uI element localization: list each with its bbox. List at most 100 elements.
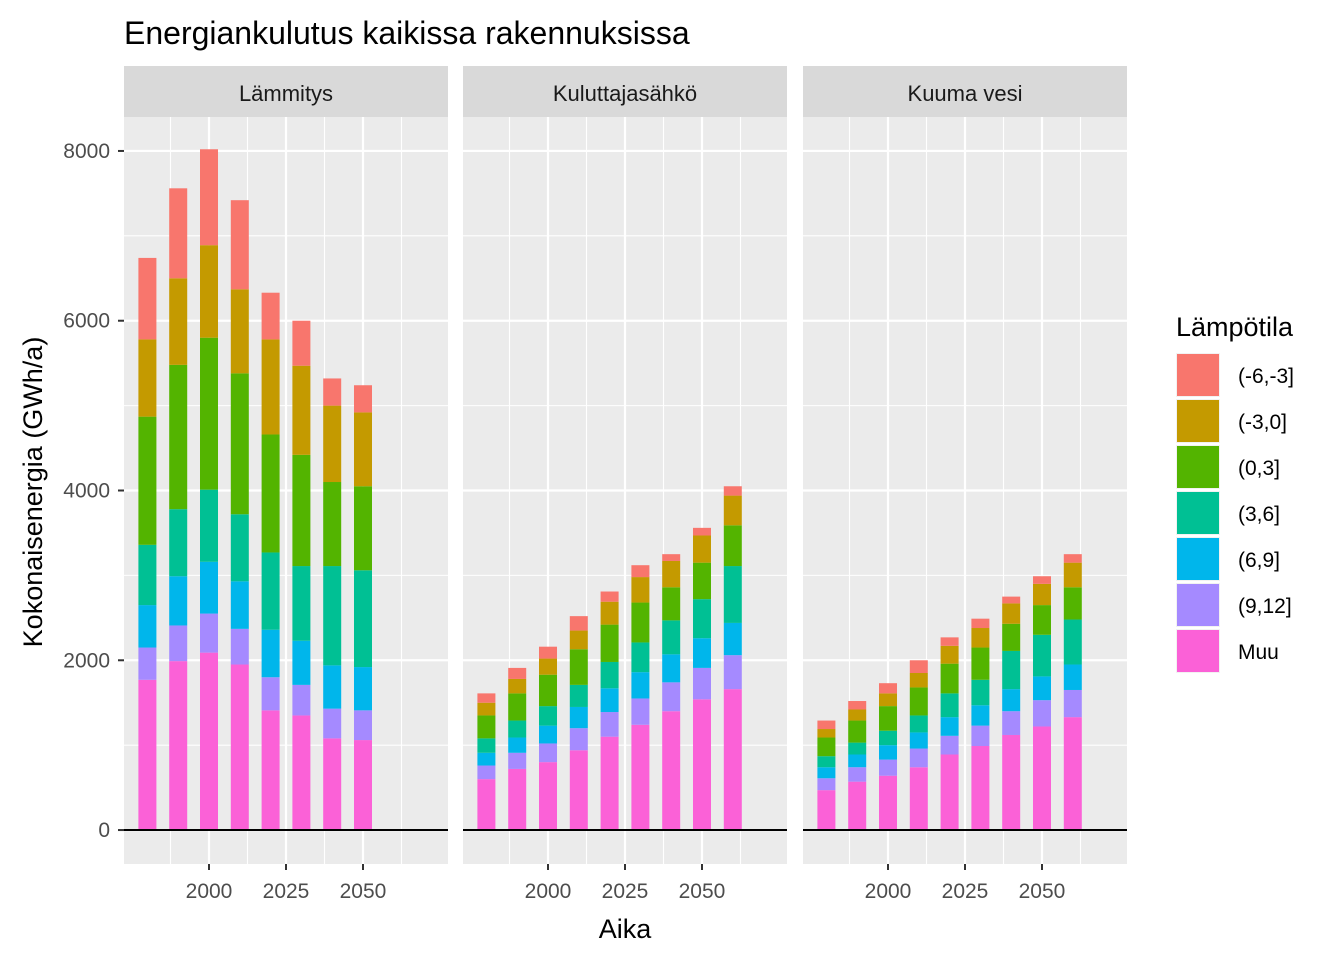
- x-tick-label: 2050: [340, 880, 387, 903]
- bar-segment-6-9-2050: [353, 667, 372, 711]
- bar-segment-6-9-1980: [477, 752, 496, 766]
- bar-segment-9-12-1980: [817, 778, 836, 791]
- legend-items: (-6,-3] (-3,0] (0,3] (3,6] (6,9] (9,12] Muu: [1176, 353, 1294, 673]
- bar-segment-muu-2030: [971, 746, 990, 831]
- chart-title: Energiankulutus kaikissa rakennuksissa: [124, 15, 690, 51]
- bar-segment-9-12-1980: [138, 647, 157, 680]
- bar-segment-3-0-2000: [539, 658, 558, 675]
- bar-stack-2030: [292, 320, 311, 831]
- facet-strip-label: Lämmitys: [239, 81, 333, 106]
- bar-stack-2040: [662, 554, 681, 831]
- bar-segment-9-12-2050: [1032, 700, 1051, 727]
- legend-swatch: [1177, 630, 1219, 672]
- bar-segment-muu-1990: [169, 661, 188, 831]
- bar-segment-6-3-2060: [723, 486, 742, 496]
- bar-segment-3-0-1980: [477, 702, 496, 716]
- bar-segment-muu-2020: [261, 710, 280, 831]
- bar-segment-muu-2040: [662, 711, 681, 831]
- bar-stack-2020: [940, 637, 959, 831]
- bar-segment-3-6-1980: [817, 756, 836, 768]
- bar-segment-9-12-2000: [200, 613, 219, 653]
- bar-segment-3-6-2020: [261, 552, 280, 630]
- bar-segment-0-3-2050: [1032, 605, 1051, 635]
- x-tick-label: 2050: [679, 880, 726, 903]
- bar-stack-2010: [909, 660, 928, 831]
- bar-segment-3-0-1990: [508, 678, 527, 694]
- bar-segment-3-0-1990: [169, 278, 188, 365]
- bar-segment-3-6-2030: [631, 642, 650, 673]
- bar-segment-9-12-2040: [323, 708, 342, 739]
- bar-segment-9-12-2010: [909, 748, 928, 768]
- bar-segment-9-12-2010: [230, 628, 249, 665]
- bar-segment-0-3-1980: [138, 416, 157, 545]
- bar-stack-2010: [230, 200, 249, 831]
- bar-segment-0-3-2020: [261, 434, 280, 553]
- legend-title: Lämpötila: [1176, 312, 1294, 342]
- bar-segment-6-3-2020: [600, 591, 619, 602]
- x-tick-label: 2025: [263, 880, 310, 903]
- bar-segment-muu-2050: [692, 699, 711, 831]
- bar-segment-6-3-1990: [508, 667, 527, 679]
- y-tick-label: 4000: [63, 480, 110, 503]
- bar-segment-0-3-2060: [723, 525, 742, 567]
- bar-segment-6-9-2060: [723, 622, 742, 656]
- bar-segment-3-0-2000: [879, 693, 898, 707]
- bar-segment-0-3-1990: [508, 693, 527, 721]
- bar-stack-1990: [169, 188, 188, 831]
- bar-segment-3-6-1990: [508, 720, 527, 738]
- bar-segment-9-12-2020: [261, 677, 280, 711]
- legend-item-6-9: (6,9]: [1176, 537, 1280, 581]
- bar-segment-3-0-2040: [1002, 603, 1021, 624]
- facet-strip: [803, 66, 1127, 117]
- bar-segment-3-0-2000: [200, 245, 219, 338]
- bar-segment-6-3-2020: [261, 292, 280, 340]
- legend-item-3-0: (-3,0]: [1176, 399, 1287, 443]
- bar-segment-9-12-2000: [879, 759, 898, 776]
- bar-stack-2020: [261, 292, 280, 831]
- bar-segment-3-6-2010: [909, 715, 928, 733]
- bar-segment-6-3-1990: [169, 188, 188, 279]
- bar-segment-muu-2000: [539, 762, 558, 831]
- bar-segment-3-6-2060: [1063, 619, 1082, 665]
- bar-segment-3-0-2050: [692, 535, 711, 563]
- facet-kuluttajasahko: Kuluttajasähkö 2000 2025 2050: [463, 66, 787, 903]
- bar-segment-muu-2000: [200, 652, 219, 831]
- bar-segment-muu-1990: [848, 781, 867, 831]
- bar-stack-1990: [848, 701, 867, 831]
- bar-segment-muu-2030: [631, 724, 650, 831]
- bar-segment-3-6-2020: [600, 661, 619, 689]
- legend-item-muu: Muu: [1176, 629, 1279, 673]
- bar-segment-9-12-2050: [353, 710, 372, 741]
- y-axis-title: Kokonaisenergia (GWh/a): [18, 337, 48, 648]
- bar-segment-9-12-2040: [1002, 711, 1021, 735]
- bar-stack-1990: [508, 667, 527, 831]
- legend-swatch: [1177, 446, 1219, 488]
- bar-segment-9-12-2020: [940, 735, 959, 755]
- x-tick-label: 2025: [942, 880, 989, 903]
- bar-stack-2050: [692, 527, 711, 831]
- bar-segment-0-3-2030: [971, 647, 990, 680]
- y-tick-label: 6000: [63, 310, 110, 333]
- bar-segment-6-3-2050: [692, 527, 711, 536]
- bar-segment-9-12-2030: [631, 698, 650, 725]
- bar-segment-6-3-2020: [940, 637, 959, 646]
- bar-segment-0-3-2040: [662, 587, 681, 621]
- bar-segment-3-6-2050: [692, 599, 711, 639]
- bar-segment-3-0-2040: [662, 560, 681, 588]
- bar-segment-6-3-2060: [1063, 554, 1082, 563]
- bar-segment-6-9-1990: [169, 576, 188, 626]
- legend-label: (0,3]: [1238, 457, 1280, 480]
- bar-segment-6-3-2030: [631, 565, 650, 578]
- bar-segment-9-12-2060: [1063, 689, 1082, 718]
- bar-segment-6-3-2000: [539, 646, 558, 659]
- bar-segment-3-0-2020: [600, 601, 619, 625]
- bar-segment-9-12-2030: [971, 725, 990, 747]
- x-tick-label: 2000: [865, 880, 912, 903]
- bar-segment-6-9-2020: [940, 717, 959, 736]
- bar-segment-3-6-2040: [1002, 650, 1021, 690]
- bar-segment-3-0-2020: [261, 339, 280, 435]
- bar-segment-0-3-2030: [292, 454, 311, 567]
- bar-segment-3-0-2020: [940, 645, 959, 664]
- bar-stack-2050: [353, 385, 372, 831]
- bar-segment-6-9-2020: [261, 629, 280, 678]
